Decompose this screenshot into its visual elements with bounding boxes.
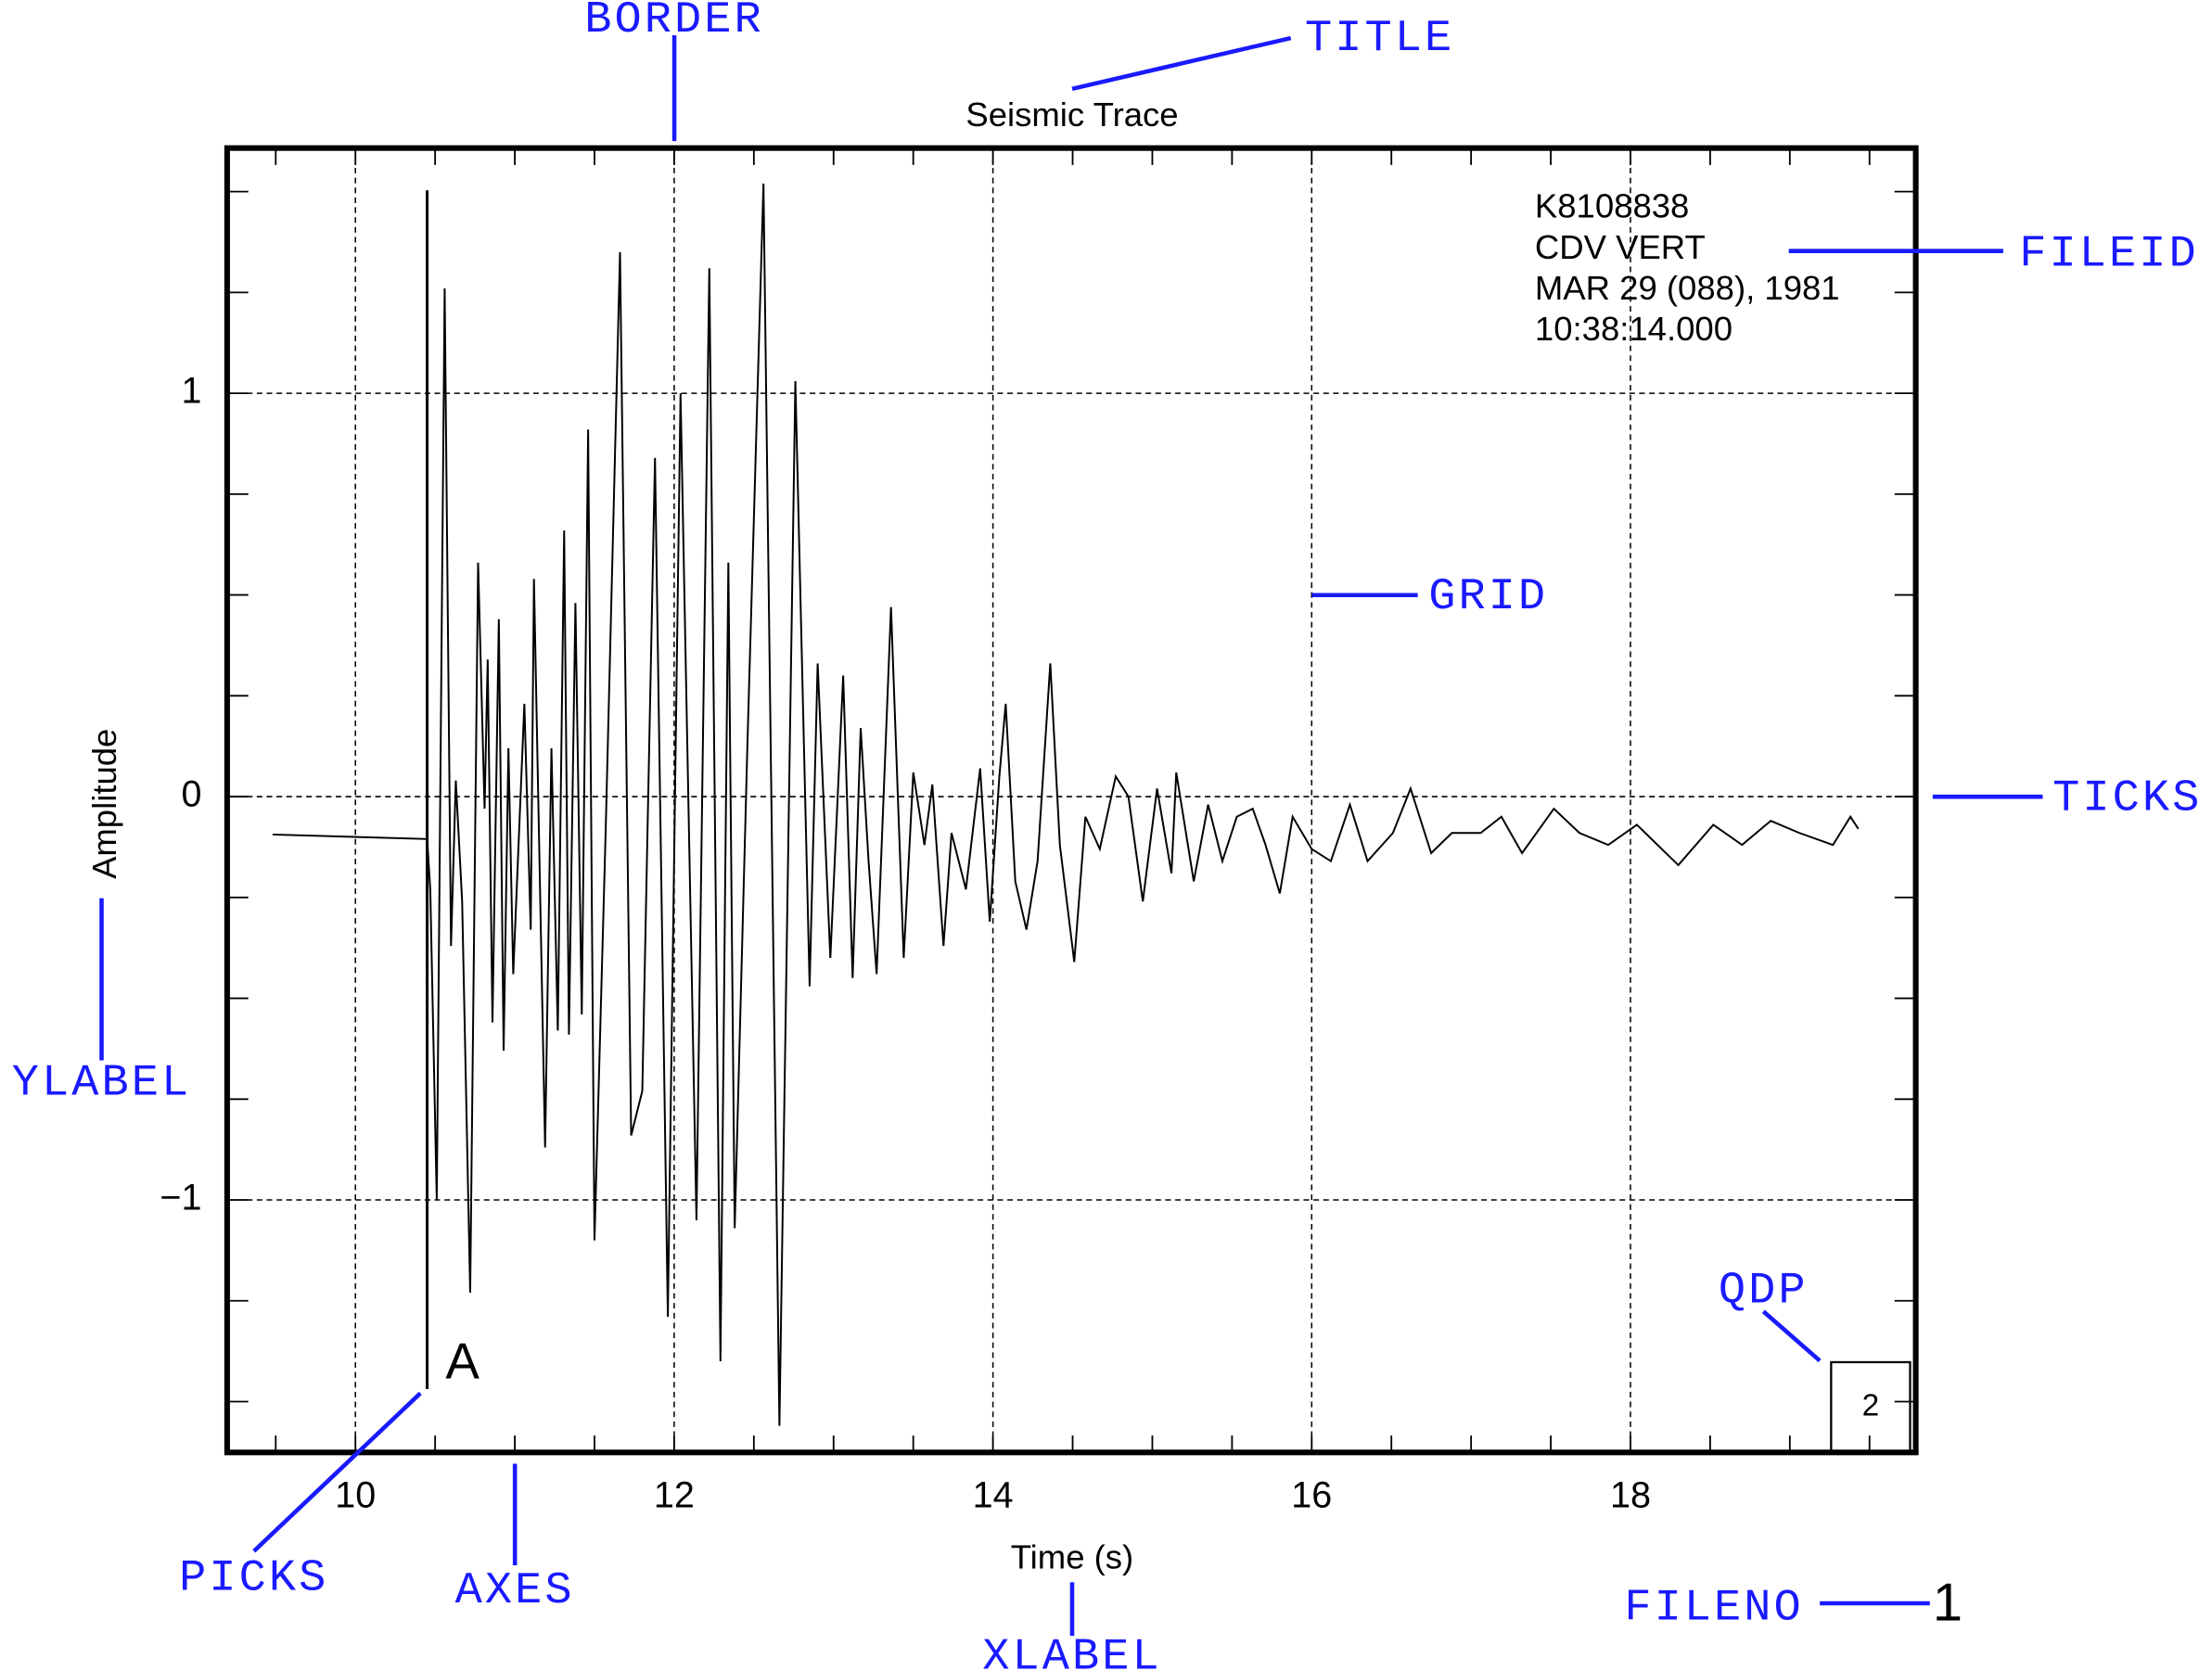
annotation-label: TITLE [1305, 12, 1454, 64]
file-id: CDV VERT [1535, 228, 1706, 266]
y-axis-label: Amplitude [85, 729, 123, 879]
x-axis-label: Time (s) [1011, 1538, 1133, 1576]
file-number: 1 [1933, 1573, 1963, 1632]
file-id: 10:38:14.000 [1535, 310, 1733, 348]
annotation-label: XLABEL [982, 1631, 1161, 1671]
x-tick-label: 14 [973, 1474, 1014, 1515]
annotation-label: GRID [1428, 570, 1548, 622]
chart-title: Seismic Trace [965, 96, 1178, 134]
qdp-label: 2 [1862, 1388, 1880, 1422]
x-tick-label: 10 [335, 1474, 376, 1515]
pick-label: A [445, 1332, 479, 1389]
annotation-label: PICKS [179, 1551, 328, 1603]
annotation-label: AXES [455, 1564, 575, 1616]
annotation-label: YLABEL [12, 1057, 191, 1109]
annotation-line [252, 1391, 422, 1553]
y-tick-label: 1 [182, 371, 202, 412]
annotation-line [1761, 1309, 1822, 1363]
qdp-box [1830, 1360, 1912, 1454]
file-id: K8108838 [1535, 187, 1689, 225]
annotation-line [1071, 35, 1292, 92]
x-tick-label: 18 [1610, 1474, 1651, 1515]
annotation-label: QDP [1719, 1264, 1809, 1316]
y-tick-label: −1 [160, 1177, 201, 1218]
annotation-label: FILEID [2019, 228, 2198, 280]
plot-border [224, 145, 1919, 1456]
y-tick-label: 0 [182, 774, 202, 815]
annotation-label: FILENO [1624, 1581, 1803, 1633]
annotation-label: BORDER [584, 0, 763, 45]
x-tick-label: 16 [1291, 1474, 1332, 1515]
annotation-label: TICKS [2052, 772, 2202, 824]
x-tick-label: 12 [654, 1474, 695, 1515]
file-id: MAR 29 (088), 1981 [1535, 269, 1840, 307]
trace-line [272, 183, 1860, 1426]
